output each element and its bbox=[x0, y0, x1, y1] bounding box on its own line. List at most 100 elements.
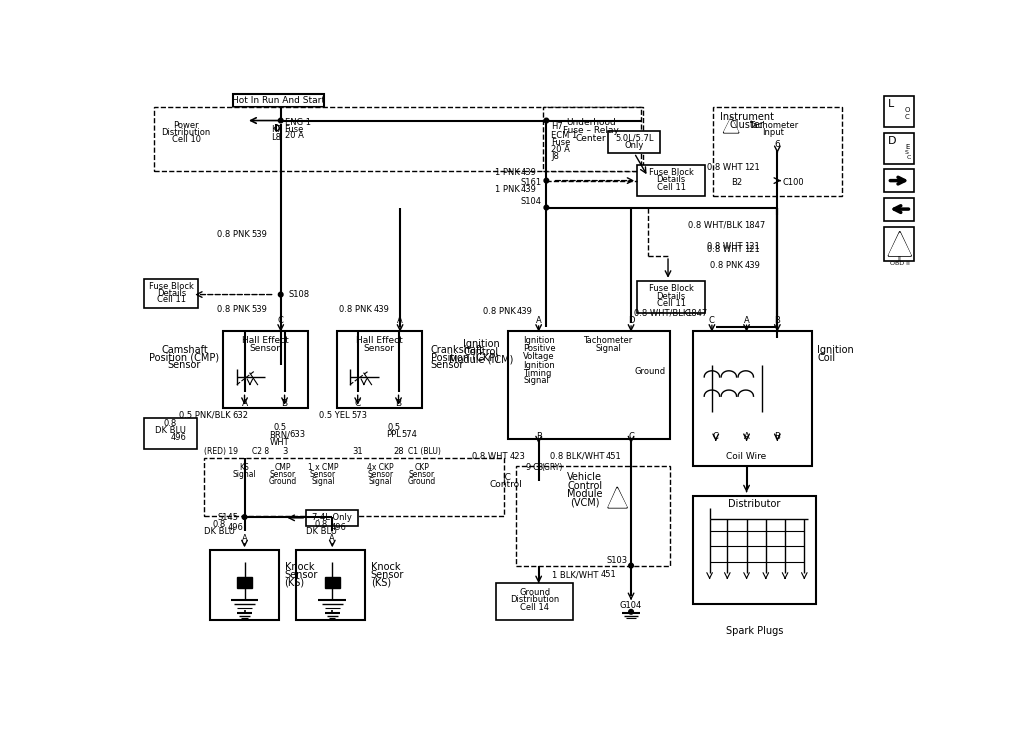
Text: 0.8 PNK: 0.8 PNK bbox=[217, 230, 250, 239]
Text: (KS): (KS) bbox=[285, 578, 305, 587]
Text: Cell 11: Cell 11 bbox=[157, 295, 186, 304]
Text: 0.8 BLK/WHT: 0.8 BLK/WHT bbox=[550, 452, 604, 461]
Bar bbox=[884, 133, 914, 164]
Text: 496: 496 bbox=[331, 523, 347, 532]
Text: Power: Power bbox=[173, 121, 199, 129]
Text: S108: S108 bbox=[289, 290, 309, 299]
Text: S103: S103 bbox=[606, 556, 628, 564]
Text: 0.8 WHT: 0.8 WHT bbox=[708, 242, 742, 251]
Text: 4x CKP: 4x CKP bbox=[368, 463, 394, 473]
Text: Underhood: Underhood bbox=[566, 118, 615, 127]
Text: 0.8 WHT: 0.8 WHT bbox=[708, 245, 742, 254]
Text: Signal: Signal bbox=[595, 344, 621, 353]
Bar bbox=[884, 227, 914, 262]
Circle shape bbox=[279, 293, 283, 297]
Circle shape bbox=[544, 205, 549, 210]
Text: Timing: Timing bbox=[523, 368, 552, 378]
Text: 1 x CMP: 1 x CMP bbox=[308, 463, 338, 473]
Text: 121: 121 bbox=[744, 242, 760, 251]
Text: 539: 539 bbox=[252, 230, 267, 239]
Text: Sensor: Sensor bbox=[371, 570, 404, 580]
Text: Tachometer: Tachometer bbox=[584, 336, 633, 345]
Text: 20 A: 20 A bbox=[551, 146, 569, 154]
Bar bbox=[237, 577, 252, 588]
Text: A: A bbox=[330, 534, 335, 543]
Text: CMP: CMP bbox=[274, 463, 291, 473]
Text: Ignition: Ignition bbox=[463, 339, 500, 349]
Text: Center: Center bbox=[575, 134, 606, 143]
Text: L8: L8 bbox=[271, 133, 282, 142]
Bar bbox=[337, 331, 422, 408]
Text: 1 PNK: 1 PNK bbox=[495, 168, 519, 177]
Text: B2: B2 bbox=[731, 178, 742, 187]
Text: C2 8: C2 8 bbox=[252, 447, 269, 456]
Text: C: C bbox=[907, 155, 911, 160]
Text: 439: 439 bbox=[521, 168, 537, 177]
Text: B: B bbox=[774, 316, 780, 326]
Text: 423: 423 bbox=[509, 452, 525, 461]
Text: Module: Module bbox=[567, 489, 602, 499]
Text: Knock: Knock bbox=[285, 562, 314, 572]
Bar bbox=[154, 107, 643, 171]
Polygon shape bbox=[724, 118, 738, 132]
Text: BRN/: BRN/ bbox=[269, 430, 291, 440]
Text: IC: IC bbox=[502, 473, 511, 481]
Text: Ground: Ground bbox=[269, 477, 297, 486]
Bar bbox=[608, 132, 660, 153]
Text: Fuse: Fuse bbox=[285, 124, 304, 134]
Text: A: A bbox=[242, 399, 248, 409]
Text: Knock: Knock bbox=[371, 562, 400, 572]
Text: Control: Control bbox=[567, 481, 602, 490]
Text: 0.5: 0.5 bbox=[387, 423, 400, 431]
Text: Spark Plugs: Spark Plugs bbox=[726, 626, 783, 636]
Text: L: L bbox=[888, 98, 895, 109]
Text: (KS): (KS) bbox=[371, 578, 391, 587]
Text: 573: 573 bbox=[351, 411, 368, 420]
Text: D: D bbox=[888, 135, 897, 146]
Text: Voltage: Voltage bbox=[523, 351, 555, 361]
Text: Fuse Block: Fuse Block bbox=[648, 168, 693, 177]
Text: Sensor: Sensor bbox=[364, 344, 395, 353]
Text: DK BLU: DK BLU bbox=[156, 426, 186, 435]
Text: Cluster: Cluster bbox=[729, 120, 764, 130]
Polygon shape bbox=[889, 233, 910, 255]
Bar bbox=[884, 169, 914, 192]
Text: Cell 10: Cell 10 bbox=[171, 135, 201, 143]
Text: 20 A: 20 A bbox=[285, 131, 303, 140]
Text: C1 (BLU): C1 (BLU) bbox=[408, 447, 440, 456]
Text: Sensor: Sensor bbox=[431, 360, 464, 370]
Circle shape bbox=[243, 514, 247, 520]
Text: Ground: Ground bbox=[519, 588, 550, 597]
Text: S104: S104 bbox=[521, 197, 542, 206]
Bar bbox=[144, 279, 199, 309]
Text: 1 PNK: 1 PNK bbox=[495, 185, 519, 194]
Text: DK BLU: DK BLU bbox=[204, 527, 234, 537]
Text: K7: K7 bbox=[271, 124, 283, 134]
Text: Sensor: Sensor bbox=[310, 470, 336, 479]
Text: 0.5 PNK/BLK: 0.5 PNK/BLK bbox=[179, 411, 230, 420]
Text: 439: 439 bbox=[374, 306, 390, 315]
Text: DK BLU: DK BLU bbox=[306, 527, 337, 537]
Text: Details: Details bbox=[157, 289, 186, 298]
Bar bbox=[884, 198, 914, 220]
Text: C: C bbox=[278, 316, 284, 326]
Text: A: A bbox=[743, 316, 750, 326]
Text: C: C bbox=[354, 399, 360, 409]
Bar bbox=[884, 96, 914, 126]
Text: C100: C100 bbox=[782, 178, 805, 187]
Text: 451: 451 bbox=[605, 452, 622, 461]
Text: S145: S145 bbox=[217, 512, 239, 522]
Text: (RED) 19: (RED) 19 bbox=[205, 447, 239, 456]
Text: 0.8 PNK: 0.8 PNK bbox=[217, 306, 250, 315]
Text: 31: 31 bbox=[352, 447, 364, 456]
Bar bbox=[713, 107, 842, 196]
Text: Ground: Ground bbox=[635, 367, 666, 376]
Text: 6: 6 bbox=[774, 140, 780, 149]
Text: Coil Wire: Coil Wire bbox=[726, 452, 767, 461]
Text: 439: 439 bbox=[744, 261, 760, 270]
Text: Distribution: Distribution bbox=[510, 595, 559, 604]
Text: E: E bbox=[905, 144, 909, 150]
Text: 121: 121 bbox=[744, 163, 760, 172]
Bar bbox=[233, 94, 324, 107]
Polygon shape bbox=[608, 489, 627, 507]
